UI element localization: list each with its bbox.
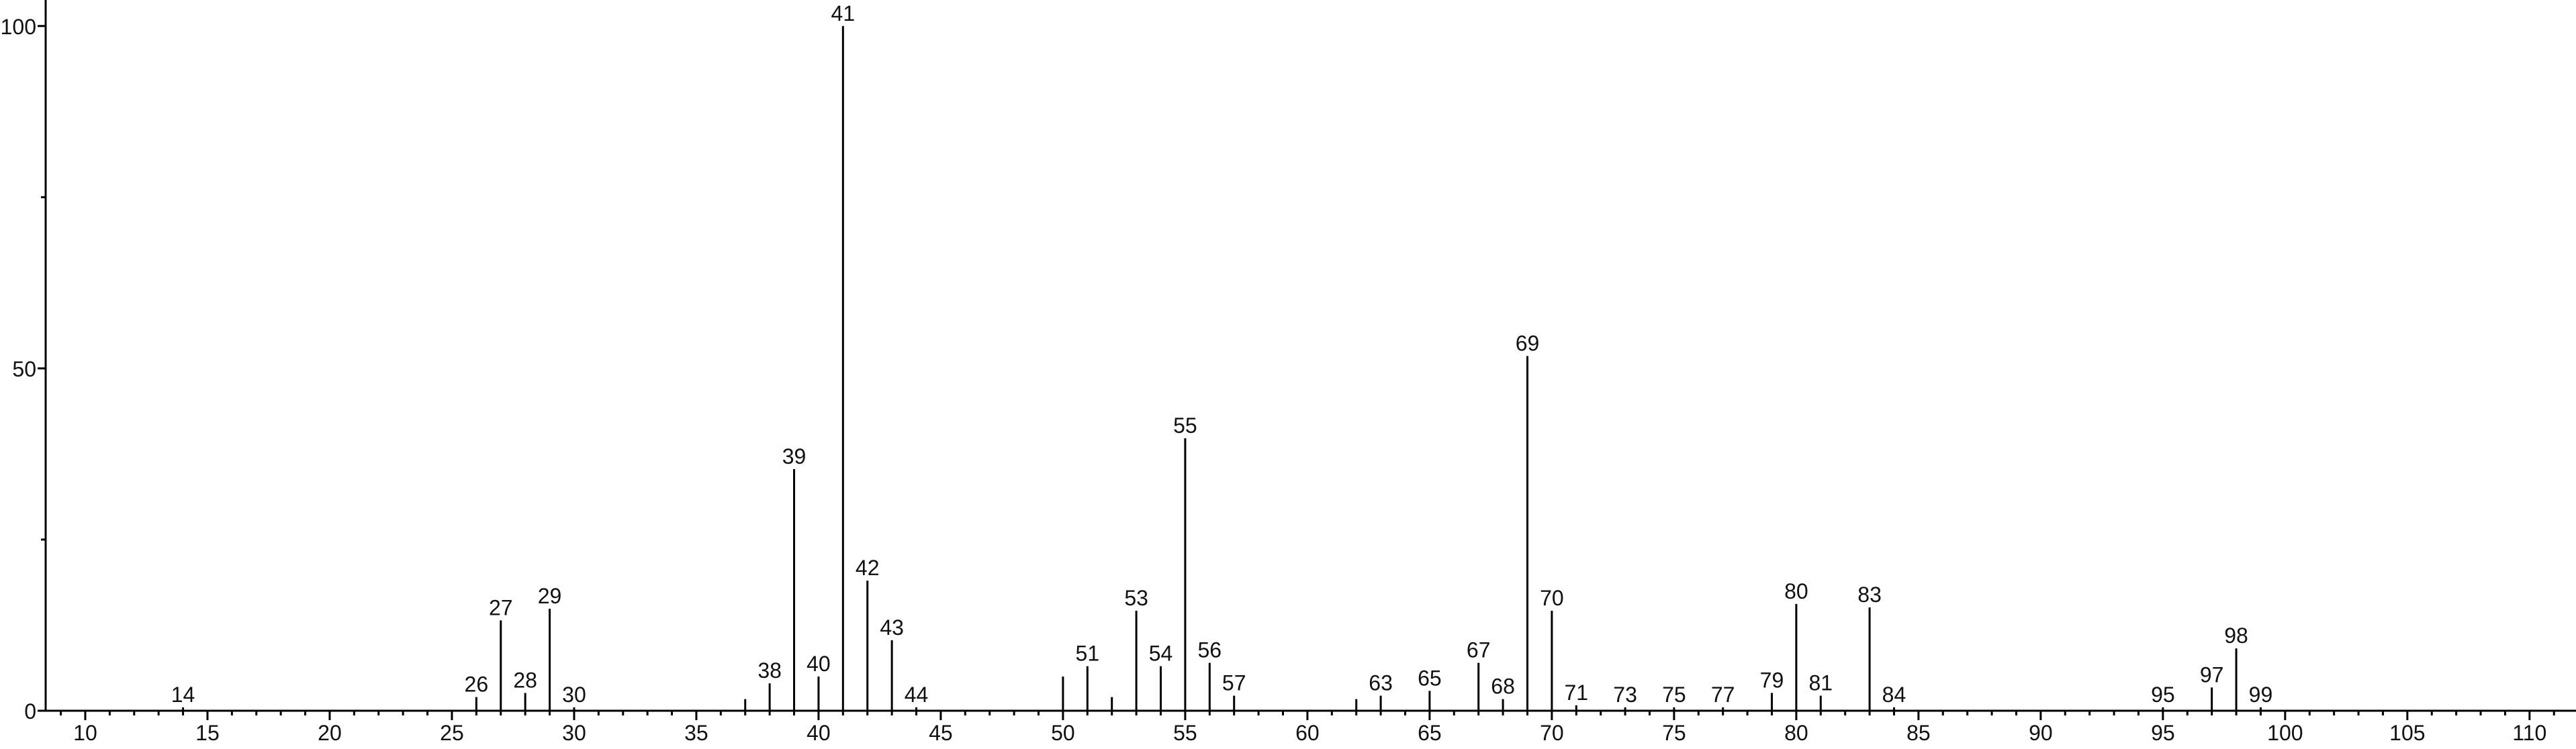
x-tick-label: 30: [562, 721, 586, 745]
peak-label: 68: [1491, 675, 1515, 699]
peak-label: 83: [1857, 583, 1882, 607]
peak-label: 55: [1173, 413, 1197, 438]
peak-label: 38: [757, 658, 782, 683]
peak-label: 14: [171, 683, 195, 707]
peak-label: 28: [513, 668, 537, 692]
y-tick-label: 50: [12, 357, 36, 381]
peak-label: 42: [856, 556, 880, 580]
peak-label: 53: [1124, 586, 1148, 610]
x-tick-label: 35: [684, 721, 708, 745]
x-tick-label: 15: [195, 721, 220, 745]
peak-label: 75: [1662, 683, 1686, 707]
x-tick-label: 70: [1540, 721, 1564, 745]
x-tick-label: 20: [318, 721, 342, 745]
x-tick-label: 85: [1906, 721, 1931, 745]
peak-label: 98: [2224, 623, 2248, 648]
x-tick-label: 65: [1418, 721, 1442, 745]
peak-label: 63: [1369, 671, 1393, 695]
x-tick-label: 75: [1662, 721, 1686, 745]
peak-label: 70: [1540, 586, 1564, 610]
peak-label: 44: [905, 683, 929, 707]
y-tick-label: 100: [1, 15, 36, 39]
x-tick-label: 105: [2389, 721, 2425, 745]
x-tick-label: 100: [2267, 721, 2303, 745]
peak-label: 51: [1076, 642, 1100, 666]
x-tick-label: 90: [2029, 721, 2053, 745]
peak-label: 57: [1222, 671, 1246, 695]
peak-label: 71: [1564, 681, 1588, 705]
x-tick-label: 60: [1295, 721, 1320, 745]
peak-label: 77: [1711, 683, 1735, 707]
peak-label: 97: [2200, 662, 2224, 687]
x-tick-label: 55: [1173, 721, 1197, 745]
peak-label: 29: [538, 584, 562, 608]
peak-label: 43: [880, 615, 904, 640]
peak-label: 79: [1760, 668, 1784, 692]
peak-label: 39: [782, 444, 807, 468]
peak-label: 81: [1808, 671, 1833, 695]
peak-label: 73: [1613, 683, 1637, 707]
peak-label: 56: [1198, 638, 1222, 662]
x-tick-label: 45: [929, 721, 953, 745]
x-tick-label: 110: [2512, 721, 2546, 745]
peak-label: 67: [1467, 638, 1491, 662]
peak-label: 54: [1149, 642, 1173, 666]
peak-label: 69: [1516, 332, 1540, 356]
x-tick-label: 80: [1784, 721, 1808, 745]
peak-label: 80: [1784, 579, 1808, 603]
y-tick-label: 0: [24, 699, 36, 723]
peak-label: 30: [562, 683, 586, 707]
peak-label: 65: [1418, 666, 1442, 690]
x-tick-label: 50: [1051, 721, 1075, 745]
peak-label: 84: [1882, 683, 1906, 707]
x-tick-label: 40: [807, 721, 831, 745]
x-tick-label: 10: [73, 721, 97, 745]
peak-label: 40: [807, 652, 831, 676]
x-tick-label: 95: [2151, 721, 2175, 745]
peak-label: 95: [2151, 683, 2175, 707]
peak-label: 41: [831, 1, 856, 26]
peak-label: 99: [2249, 683, 2273, 707]
x-tick-label: 25: [440, 721, 464, 745]
peak-label: 27: [489, 595, 513, 619]
peak-label: 26: [465, 672, 489, 697]
